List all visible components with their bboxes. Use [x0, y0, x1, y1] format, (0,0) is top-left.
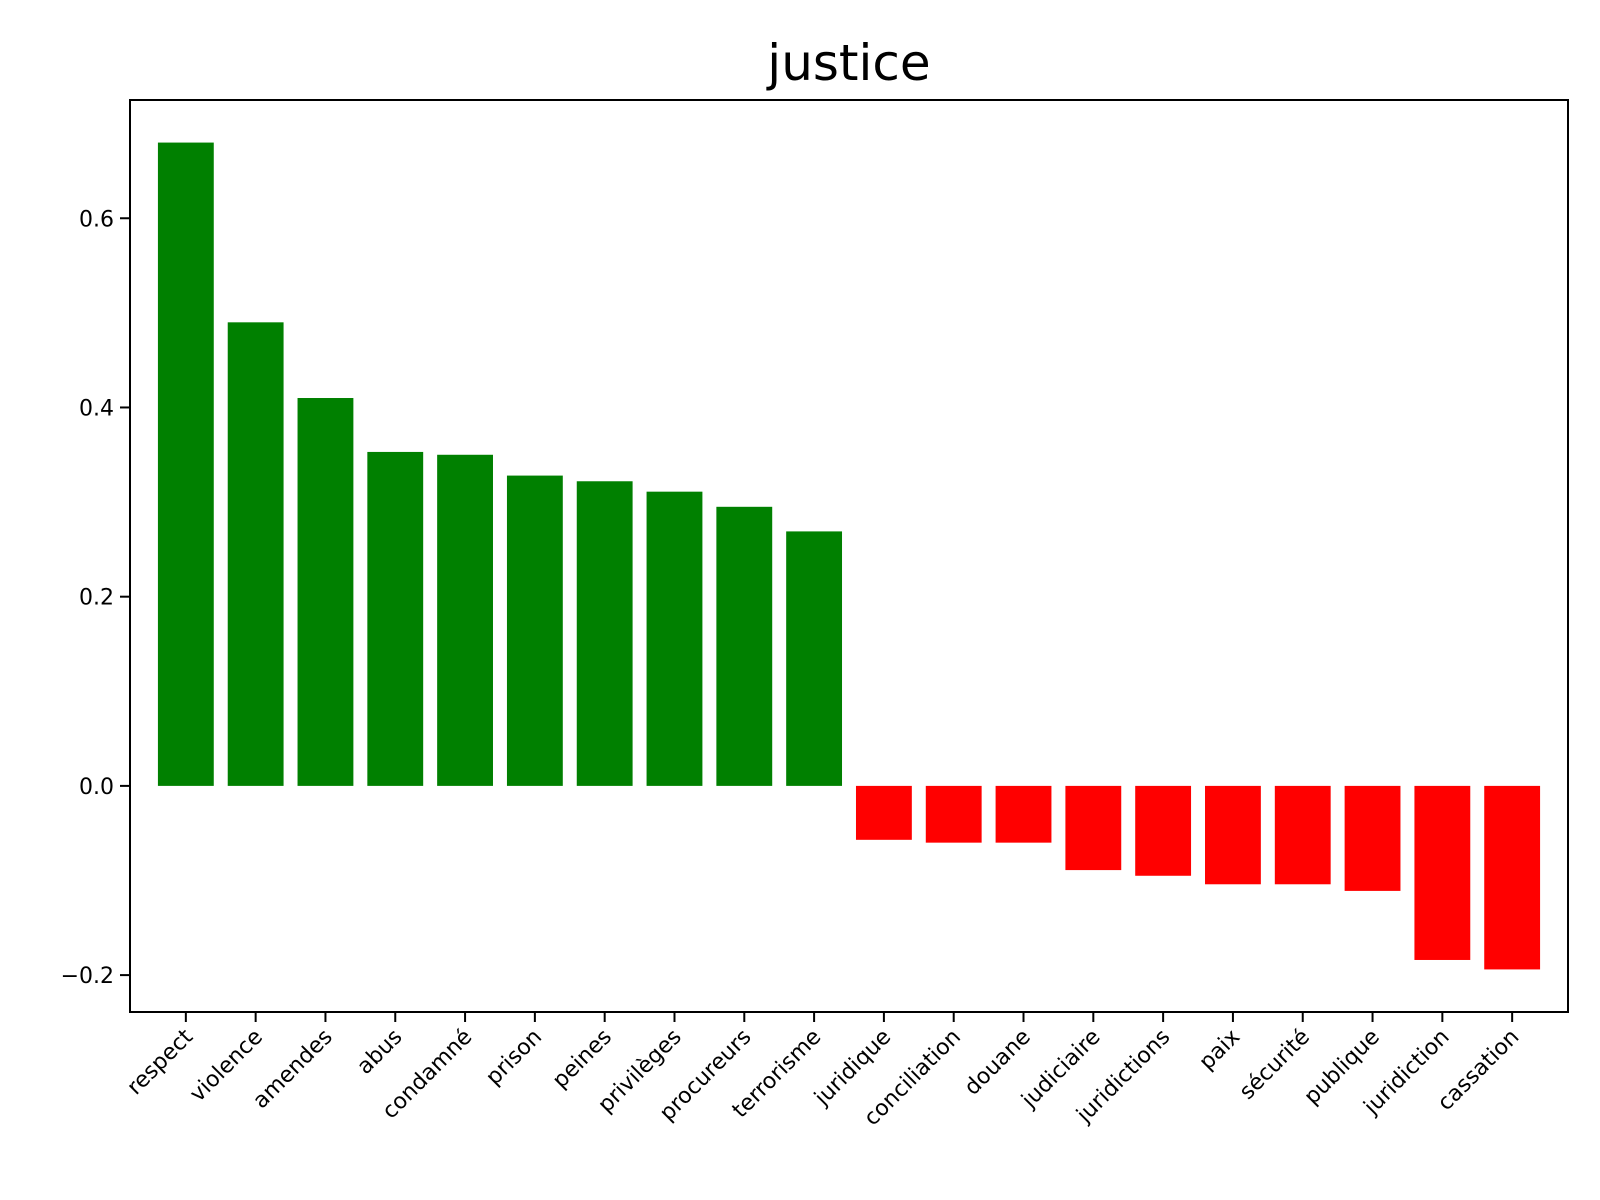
bar-paix	[1205, 785, 1261, 885]
bar-abus	[367, 451, 424, 786]
bar-juridiction	[1414, 785, 1471, 960]
bar-violence	[227, 322, 284, 786]
x-tick-label: peines	[548, 1025, 617, 1094]
bar-sécurité	[1274, 785, 1331, 885]
y-axis: −0.2 0.0 0.2 0.4 0.6	[61, 207, 130, 989]
bar-conciliation	[925, 785, 982, 843]
bar-douane	[995, 785, 1052, 843]
y-tick-label: 0.6	[79, 207, 114, 232]
bar-cassation	[1484, 785, 1541, 970]
bar-juridictions	[1135, 785, 1192, 876]
y-tick-label: 0.4	[79, 396, 114, 421]
y-tick-label: 0.0	[79, 775, 114, 800]
axes	[129, 99, 1569, 1013]
y-tick-label: −0.2	[61, 964, 114, 989]
x-tick-label: paix	[1195, 1025, 1246, 1076]
bar-peines	[576, 481, 633, 786]
bar-condamné	[437, 454, 493, 786]
bar-privilèges	[646, 491, 703, 786]
bar-terrorisme	[786, 531, 843, 786]
bar-procureurs	[716, 506, 773, 786]
plot-frame	[129, 99, 1569, 1013]
bar-juridique	[855, 785, 912, 840]
bar-publique	[1344, 785, 1401, 891]
x-tick-label: prison	[481, 1025, 547, 1091]
y-tick-label: 0.2	[79, 586, 114, 611]
x-tick-label: abus	[352, 1025, 407, 1080]
bars	[157, 142, 1541, 970]
chart-title: justice	[766, 34, 930, 92]
bar-respect	[157, 142, 214, 786]
bar-prison	[506, 475, 563, 786]
bar-amendes	[297, 398, 354, 786]
bar-judiciaire	[1065, 785, 1122, 871]
